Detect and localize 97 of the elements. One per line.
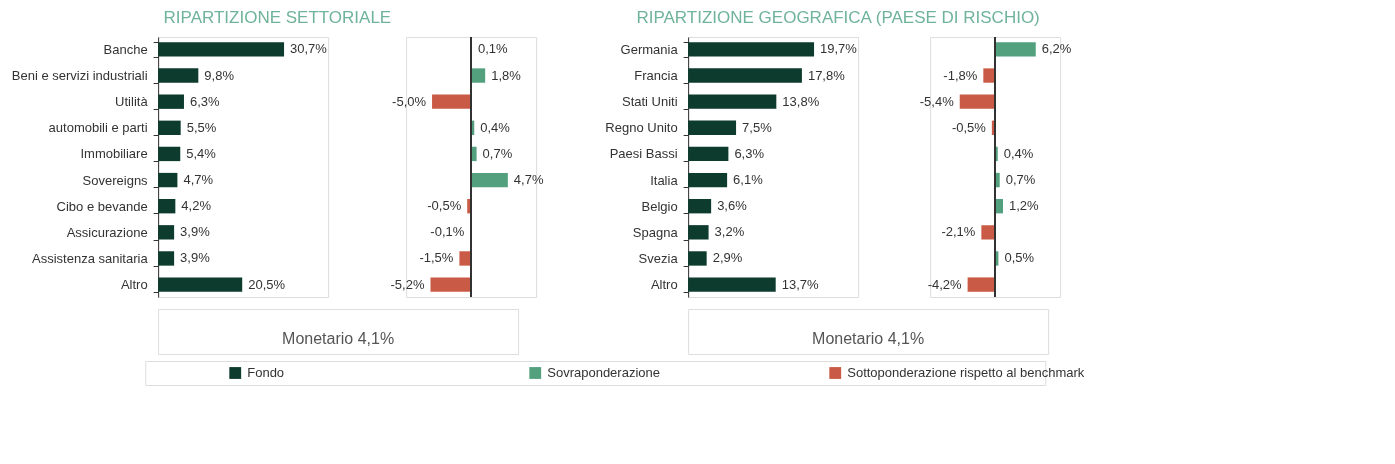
data-label: 9,8%: [204, 67, 235, 83]
bar: [432, 94, 472, 109]
data-label: 5,5%: [186, 119, 217, 135]
y-tick-label: Immobiliare: [80, 146, 148, 162]
bar: [471, 172, 508, 188]
data-label: 3,9%: [180, 224, 211, 240]
data-label: -1,5%: [419, 250, 454, 266]
y-tick-label: Assicurazione: [66, 224, 148, 240]
bar: [158, 42, 285, 57]
bar: [967, 277, 996, 292]
data-label: 6,1%: [733, 172, 764, 188]
y-tick-label: Sovereigns: [82, 172, 149, 188]
bar: [688, 68, 802, 83]
y-tick-label: automobili e parti: [48, 120, 148, 136]
data-label: 0,4%: [480, 119, 511, 135]
y-tick-label: Italia: [650, 172, 679, 188]
bar: [688, 172, 728, 188]
data-label: 19,7%: [820, 41, 858, 57]
bar: [688, 94, 777, 109]
data-label: 0,4%: [1003, 145, 1034, 161]
data-label: 7,5%: [742, 119, 773, 135]
text: Monetario 4,1%: [282, 330, 395, 347]
legend-label: Sovraponderazione: [547, 365, 660, 380]
data-label: -4,2%: [927, 276, 963, 292]
bar: [158, 225, 175, 240]
data-label: -0,5%: [951, 119, 987, 135]
data-label: 3,9%: [180, 250, 211, 266]
data-label: 1,8%: [491, 67, 522, 83]
y-tick-label: Assistenza sanitaria: [32, 250, 149, 266]
data-label: 17,8%: [807, 67, 846, 83]
y-tick-label: Germania: [620, 41, 679, 57]
text: Monetario 4,1%: [812, 330, 925, 347]
data-label: 6,2%: [1041, 41, 1072, 57]
bar: [158, 251, 175, 266]
data-label: 4,7%: [513, 172, 544, 188]
legend-label: Fondo: [247, 365, 285, 380]
chart-title: RIPARTIZIONE GEOGRAFICA (PAESE DI RISCHIO): [636, 7, 1040, 27]
data-label: 5,4%: [186, 145, 217, 161]
data-label: 2,9%: [712, 250, 743, 266]
y-tick-label: Regno Unito: [605, 120, 678, 136]
data-label: -0,1%: [430, 224, 465, 240]
data-label: 3,6%: [717, 198, 748, 214]
bar: [688, 225, 709, 240]
data-label: 4,2%: [181, 198, 212, 214]
data-label: 6,3%: [734, 145, 765, 161]
bar: [688, 42, 815, 57]
data-label: 0,7%: [482, 145, 513, 161]
y-tick-label: Belgio: [641, 198, 678, 214]
bar: [688, 277, 776, 292]
y-tick-label: Francia: [634, 68, 679, 84]
bar: [430, 277, 472, 292]
y-tick-label: Utilità: [115, 94, 149, 110]
chart-title: RIPARTIZIONE SETTORIALE: [163, 7, 392, 27]
data-label: 13,7%: [781, 276, 819, 292]
data-label: 13,8%: [782, 93, 820, 109]
bar: [959, 94, 996, 109]
y-tick-label: Stati Uniti: [621, 94, 678, 110]
data-label: 0,5%: [1004, 250, 1035, 266]
data-label: 0,7%: [1005, 172, 1036, 188]
data-label: -0,5%: [427, 198, 462, 214]
y-tick-label: Altro: [650, 277, 678, 293]
y-tick-label: Beni e servizi industriali: [11, 68, 148, 84]
bar: [471, 68, 486, 83]
data-label: -5,2%: [390, 276, 425, 292]
y-tick-label: Cibo e bevande: [56, 198, 148, 214]
data-label: 1,2%: [1008, 198, 1040, 214]
bar: [983, 68, 996, 83]
bar: [688, 120, 737, 135]
bar: [158, 199, 176, 214]
bar: [158, 277, 243, 292]
bar: [158, 120, 181, 135]
data-label: 0,1%: [477, 41, 508, 57]
bar: [688, 199, 712, 214]
y-tick-label: Paesi Bassi: [609, 146, 678, 162]
bar: [981, 225, 996, 240]
y-tick-label: Altro: [120, 277, 148, 293]
data-label: -5,4%: [919, 93, 955, 109]
data-label: 4,7%: [183, 172, 214, 188]
bar: [158, 68, 199, 83]
data-label: 20,5%: [248, 276, 286, 292]
bar: [158, 146, 181, 162]
bar: [158, 172, 178, 188]
y-tick-label: Spagna: [632, 224, 679, 240]
data-label: -2,1%: [941, 224, 976, 240]
data-label: 6,3%: [189, 93, 221, 109]
data-label: -1,8%: [943, 67, 978, 83]
y-tick-label: Banche: [103, 41, 148, 57]
data-label: 30,7%: [290, 41, 328, 57]
data-label: 3,2%: [714, 224, 745, 240]
bar: [995, 42, 1036, 57]
bar: [688, 146, 729, 162]
bar: [459, 251, 472, 266]
y-tick-label: Svezia: [638, 250, 679, 266]
data-label: -5,0%: [392, 93, 427, 109]
bar: [688, 251, 707, 266]
bar: [158, 94, 184, 109]
legend-label: Sottoponderazione rispetto al benchmark: [847, 365, 1085, 380]
